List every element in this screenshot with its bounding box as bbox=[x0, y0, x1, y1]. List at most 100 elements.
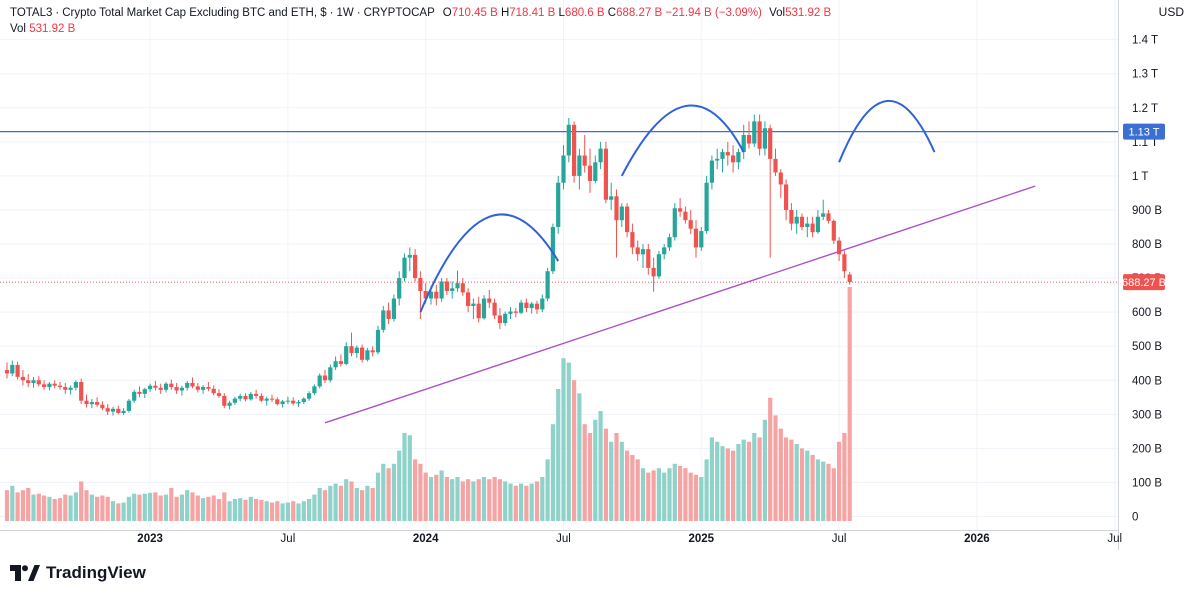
open-label: O bbox=[442, 7, 452, 19]
price-tick-label: 100 B bbox=[1132, 477, 1162, 489]
candle-body bbox=[126, 400, 131, 411]
time-tick-label: 2025 bbox=[689, 533, 715, 545]
symbol-name[interactable]: TOTAL3 bbox=[10, 7, 53, 19]
volume-bar bbox=[614, 433, 619, 521]
candle-body bbox=[508, 311, 513, 314]
volume-bar bbox=[423, 472, 428, 521]
volume-bar bbox=[630, 455, 635, 521]
candle-body bbox=[89, 402, 94, 405]
volume-bar bbox=[312, 494, 317, 521]
price-tick-label: 200 B bbox=[1132, 443, 1162, 455]
candle-body bbox=[397, 278, 402, 299]
candle-body bbox=[693, 228, 699, 248]
candle-body bbox=[635, 247, 640, 255]
volume-bar bbox=[842, 433, 847, 521]
candle-body bbox=[773, 158, 778, 173]
candle-body bbox=[625, 206, 630, 233]
candle-body bbox=[333, 361, 338, 368]
candle-body bbox=[280, 401, 285, 405]
price-tick-label: 1.1 T bbox=[1132, 137, 1158, 149]
volume-bar bbox=[762, 419, 767, 521]
volume-bar bbox=[397, 450, 402, 521]
candle-body bbox=[434, 291, 439, 299]
volume-bar bbox=[603, 428, 608, 521]
price-tick-label: 1.4 T bbox=[1132, 35, 1158, 47]
candle-body bbox=[428, 291, 434, 299]
candle-body bbox=[142, 389, 147, 394]
volume-bar bbox=[137, 494, 142, 521]
volume-bar bbox=[418, 463, 423, 521]
candle-body bbox=[47, 383, 52, 388]
candle-body bbox=[190, 382, 195, 387]
candle-body bbox=[360, 347, 365, 360]
volume-bar bbox=[444, 477, 449, 521]
volume-bar bbox=[497, 479, 502, 521]
candle-body bbox=[497, 315, 502, 324]
candle-body bbox=[587, 165, 593, 182]
low-label: L bbox=[558, 7, 565, 19]
candle-body bbox=[794, 216, 799, 224]
volume-bar bbox=[338, 485, 343, 521]
arc-drawings bbox=[419, 99, 936, 313]
candle-body bbox=[211, 388, 216, 394]
candle-body bbox=[503, 313, 508, 324]
price-tick-label: 500 B bbox=[1132, 341, 1162, 353]
price-tick-label: 0 bbox=[1132, 512, 1138, 524]
candle-body bbox=[322, 375, 328, 381]
candle-body bbox=[524, 302, 529, 309]
price-tick-label: 400 B bbox=[1132, 375, 1162, 387]
volume-bar bbox=[158, 495, 163, 521]
volume-bar bbox=[190, 492, 195, 521]
candle-body bbox=[598, 148, 603, 163]
volume-bars bbox=[4, 286, 852, 521]
volume-bar bbox=[577, 393, 582, 521]
candle-body bbox=[105, 408, 110, 412]
candle-body bbox=[338, 361, 343, 364]
vol-value: 531.92 B bbox=[785, 7, 832, 19]
volume-bar bbox=[68, 495, 73, 521]
price-tick-label: 600 B bbox=[1132, 307, 1162, 319]
candle-body bbox=[407, 254, 412, 258]
volume-bar bbox=[238, 498, 243, 521]
exchange-label: CRYPTOCAP bbox=[363, 7, 435, 19]
volume-bar bbox=[132, 493, 137, 521]
price-tick-label: 1 T bbox=[1132, 171, 1148, 183]
volume-bar bbox=[63, 494, 68, 521]
candle-body bbox=[741, 135, 746, 153]
time-tick-label: 2023 bbox=[137, 533, 163, 545]
volume-bar bbox=[428, 477, 434, 521]
volume-bar bbox=[84, 490, 89, 521]
volume-bar bbox=[784, 437, 789, 521]
interval-label[interactable]: 1W bbox=[336, 7, 354, 19]
volume-bar bbox=[153, 492, 158, 521]
currency-label[interactable]: USD bbox=[1158, 5, 1184, 19]
candle-body bbox=[476, 303, 481, 319]
candle-body bbox=[762, 128, 767, 149]
candle-body bbox=[275, 399, 280, 405]
candle-body bbox=[365, 350, 370, 360]
candle-body bbox=[699, 231, 704, 248]
volume-bar bbox=[662, 472, 667, 521]
volume-bar bbox=[524, 485, 529, 521]
volume-bar bbox=[105, 496, 110, 521]
candle-body bbox=[545, 271, 550, 299]
candle-body bbox=[683, 211, 688, 221]
candle-body bbox=[678, 208, 683, 212]
legend-row-volume: Vol 531.92 B bbox=[10, 21, 831, 37]
volume-bar bbox=[280, 503, 285, 521]
volume-bar bbox=[667, 468, 672, 521]
volume-bar bbox=[805, 450, 810, 521]
candle-body bbox=[572, 124, 577, 176]
candle-body bbox=[344, 346, 349, 364]
brand-name: TradingView bbox=[46, 563, 146, 582]
tradingview-logo[interactable]: TradingView bbox=[10, 563, 146, 583]
candle-body bbox=[296, 402, 301, 404]
volume-bar bbox=[349, 481, 354, 521]
candle-body bbox=[132, 391, 137, 401]
candle-body bbox=[815, 216, 820, 233]
candle-body bbox=[248, 393, 253, 400]
volume-indicator-label[interactable]: Vol bbox=[10, 23, 26, 35]
arc-drawing bbox=[620, 104, 745, 177]
